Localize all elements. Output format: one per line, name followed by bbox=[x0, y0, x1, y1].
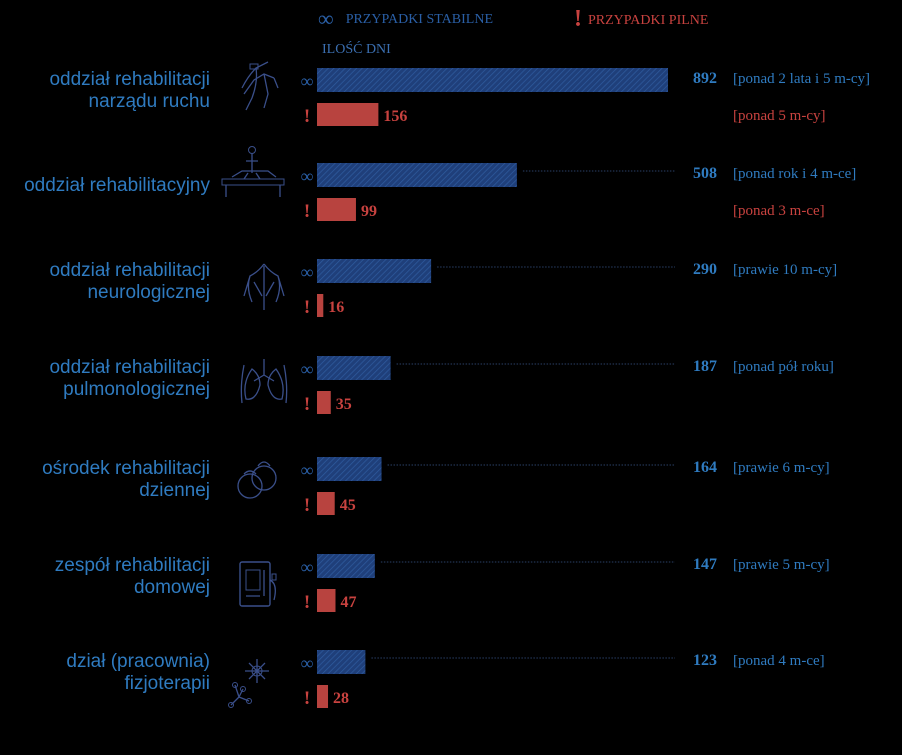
stable-symbol: ∞ bbox=[301, 359, 314, 379]
bar-stable bbox=[317, 457, 382, 481]
value-label-urgent: 45 bbox=[340, 497, 356, 514]
note-stable: [ponad pół roku] bbox=[733, 359, 834, 375]
urgent-symbol: ! bbox=[304, 297, 310, 318]
value-axis-title: ILOŚĆ DNI bbox=[322, 42, 391, 57]
category-label: oddział rehabilitacji neurologicznej bbox=[0, 260, 210, 304]
kettlebell-icon bbox=[237, 461, 277, 499]
note-urgent: [ponad 5 m-cy] bbox=[733, 108, 825, 124]
note-stable: [ponad 2 lata i 5 m-cy] bbox=[733, 71, 870, 87]
category-label-line: neurologicznej bbox=[87, 282, 210, 303]
bar-stable bbox=[317, 259, 432, 283]
value-label-urgent: 35 bbox=[336, 396, 352, 413]
legend-urgent-label: PRZYPADKI PILNE bbox=[588, 13, 709, 28]
value-label-urgent: 99 bbox=[361, 203, 377, 220]
value-label-stable: 290 bbox=[693, 261, 717, 278]
category-label-line: dział (pracownia) bbox=[66, 651, 210, 672]
stable-symbol: ∞ bbox=[301, 262, 314, 282]
note-stable: [prawie 6 m-cy] bbox=[733, 460, 830, 476]
category-label-line: oddział rehabilitacji bbox=[49, 69, 210, 90]
legend-stable: ∞ PRZYPADKI STABILNE bbox=[318, 6, 493, 32]
bar-urgent bbox=[317, 589, 336, 612]
urgent-symbol: ! bbox=[304, 688, 310, 709]
category-label-line: zespół rehabilitacji bbox=[54, 555, 210, 576]
value-label-stable: 187 bbox=[693, 358, 717, 375]
urgent-symbol: ! bbox=[304, 394, 310, 415]
bar-urgent bbox=[317, 492, 335, 515]
category-label-line: fizjoterapii bbox=[124, 673, 210, 694]
category-label: oddział rehabilitacji pulmonologicznej bbox=[0, 357, 210, 401]
bar-stable bbox=[317, 356, 391, 380]
urgent-symbol: ! bbox=[304, 201, 310, 222]
stable-symbol: ∞ bbox=[301, 653, 314, 673]
category-label-line: ośrodek rehabilitacji bbox=[42, 458, 210, 479]
note-urgent: [ponad 3 m-ce] bbox=[733, 203, 825, 219]
value-label-stable: 508 bbox=[693, 165, 717, 182]
bar-urgent bbox=[317, 103, 379, 126]
stable-symbol: ∞ bbox=[301, 460, 314, 480]
bar-stable bbox=[317, 554, 375, 578]
infinity-icon: ∞ bbox=[318, 6, 334, 31]
urgent-symbol: ! bbox=[304, 106, 310, 127]
value-label-urgent: 28 bbox=[333, 690, 349, 707]
bar-urgent bbox=[317, 391, 331, 414]
exclamation-icon: ! bbox=[574, 6, 582, 32]
category-label: dział (pracownia) fizjoterapii bbox=[0, 651, 210, 695]
category-label-line: oddział rehabilitacji bbox=[49, 260, 210, 281]
category-label-line: narządu ruchu bbox=[88, 91, 210, 112]
value-label-stable: 123 bbox=[693, 652, 717, 669]
value-label-urgent: 156 bbox=[383, 108, 407, 125]
legs-exercise-icon bbox=[241, 61, 279, 111]
physio-table-icon bbox=[221, 146, 285, 197]
note-stable: [prawie 10 m-cy] bbox=[733, 262, 837, 278]
note-stable: [ponad 4 m-ce] bbox=[733, 653, 825, 669]
value-label-stable: 164 bbox=[693, 459, 717, 476]
value-label-urgent: 16 bbox=[328, 299, 344, 316]
legend-urgent: ! PRZYPADKI PILNE bbox=[574, 6, 708, 33]
category-label: oddział rehabilitacji narządu ruchu bbox=[0, 69, 210, 113]
bar-stable bbox=[317, 650, 366, 674]
category-label-line: pulmonologicznej bbox=[63, 379, 210, 400]
note-stable: [ponad rok i 4 m-ce] bbox=[733, 166, 856, 182]
stable-symbol: ∞ bbox=[301, 71, 314, 91]
bar-urgent bbox=[317, 198, 356, 221]
bar-urgent bbox=[317, 294, 324, 317]
lungs-icon bbox=[240, 359, 288, 404]
urgent-symbol: ! bbox=[304, 495, 310, 516]
home-device-icon bbox=[239, 561, 277, 607]
category-label-line: oddział rehabilitacji bbox=[49, 357, 210, 378]
physio-molecule-icon bbox=[228, 659, 269, 708]
category-label-line: oddział rehabilitacyjny bbox=[24, 175, 210, 196]
bar-urgent bbox=[317, 685, 329, 708]
value-label-stable: 147 bbox=[693, 556, 717, 573]
note-stable: [prawie 5 m-cy] bbox=[733, 557, 830, 573]
bar-stable bbox=[317, 68, 668, 92]
stable-symbol: ∞ bbox=[301, 166, 314, 186]
category-label: ośrodek rehabilitacji dziennej bbox=[0, 458, 210, 502]
category-label-line: dziennej bbox=[139, 480, 210, 501]
value-label-urgent: 47 bbox=[340, 594, 356, 611]
bar-stable bbox=[317, 163, 517, 187]
nervous-system-icon bbox=[243, 263, 285, 310]
stable-symbol: ∞ bbox=[301, 557, 314, 577]
category-label: oddział rehabilitacyjny bbox=[0, 175, 210, 197]
value-label-stable: 892 bbox=[693, 70, 717, 87]
category-label: zespół rehabilitacji domowej bbox=[0, 555, 210, 599]
legend-stable-label: PRZYPADKI STABILNE bbox=[345, 12, 494, 27]
urgent-symbol: ! bbox=[304, 592, 310, 613]
category-label-line: domowej bbox=[133, 577, 210, 598]
